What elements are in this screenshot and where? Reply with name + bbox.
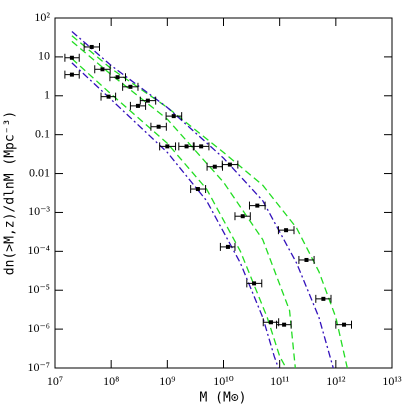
data-point (199, 144, 204, 149)
data-point (171, 114, 176, 119)
model-curve (71, 40, 296, 369)
data-point (135, 103, 140, 108)
data-point (321, 296, 326, 301)
x-tick-label: 10⁷ (47, 374, 63, 388)
y-tick-label: 1 (44, 88, 50, 102)
data-point (255, 203, 260, 208)
y-tick-label: 0.01 (29, 165, 50, 179)
model-curve (71, 30, 334, 369)
y-tick-label: 10² (34, 10, 50, 24)
data-point (106, 94, 111, 99)
y-tick-label: 0.1 (35, 126, 50, 140)
x-tick-label: 10¹⁰ (213, 374, 234, 388)
data-point (252, 281, 257, 286)
data-point (89, 44, 94, 49)
model-curve (71, 35, 348, 369)
model-curve (71, 58, 287, 369)
data-point (240, 214, 245, 219)
x-tick-label: 10¹³ (382, 374, 402, 388)
data-point (128, 84, 133, 89)
data-point (69, 72, 74, 77)
x-axis-label: M (M⊙) (200, 391, 247, 406)
data-point (195, 187, 200, 192)
data-point (145, 98, 150, 103)
data-point (225, 244, 230, 249)
data-point (304, 257, 309, 262)
y-tick-label: 10⁻⁵ (27, 282, 50, 296)
data-point (100, 67, 105, 72)
y-axis-label: dn(>M,z)/dlnM (Mpc⁻³) (3, 111, 18, 275)
data-point (282, 322, 287, 327)
data-point (268, 320, 273, 325)
model-curve (71, 62, 280, 369)
y-tick-label: 10⁻⁷ (27, 360, 50, 374)
x-tick-label: 10¹¹ (270, 374, 290, 388)
data-point (227, 162, 232, 167)
y-tick-label: 10⁻³ (28, 204, 50, 218)
x-tick-label: 10¹² (326, 374, 346, 388)
y-tick-label: 10⁻⁴ (27, 243, 50, 257)
y-tick-label: 10⁻⁶ (27, 321, 50, 335)
data-point (69, 55, 74, 60)
data-point (342, 322, 347, 327)
data-point (156, 124, 161, 129)
y-tick-label: 10 (38, 49, 50, 63)
x-tick-label: 10⁸ (103, 374, 119, 388)
x-tick-label: 10⁹ (159, 374, 175, 388)
data-point (184, 144, 189, 149)
data-point (284, 228, 289, 233)
data-point (212, 164, 217, 169)
data-point (115, 75, 120, 80)
data-point (165, 144, 170, 149)
